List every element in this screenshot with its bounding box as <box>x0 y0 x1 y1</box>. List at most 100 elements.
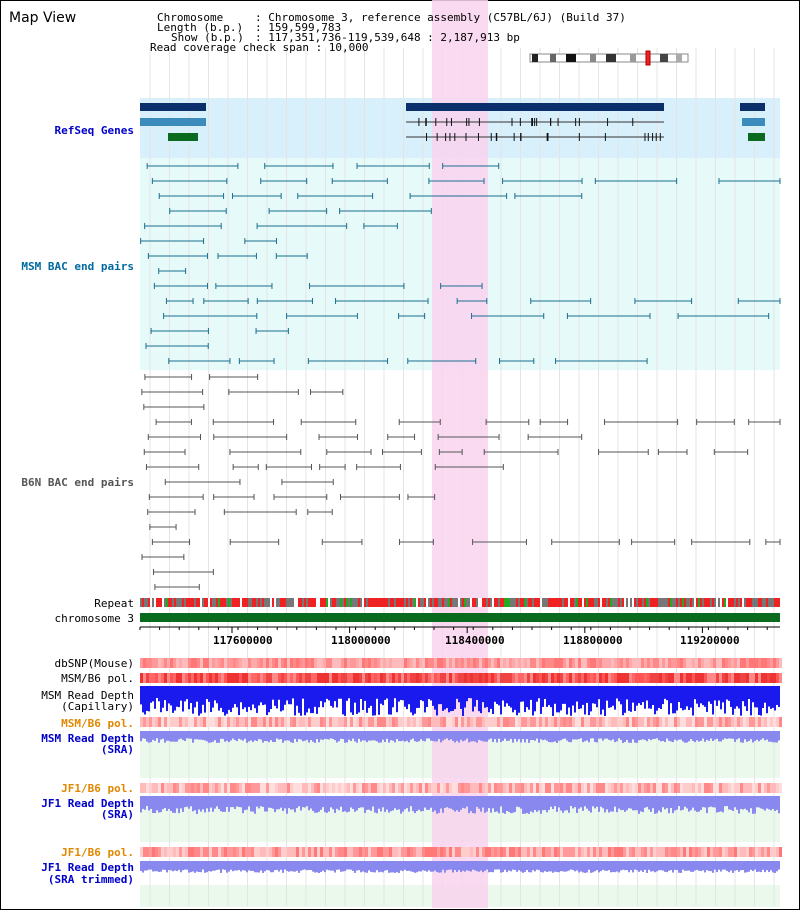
heat-cell <box>347 658 350 668</box>
heat-cell <box>749 658 752 668</box>
depth-bar <box>628 686 630 711</box>
depth-bar <box>380 861 382 872</box>
heat-cell <box>692 783 695 793</box>
depth-bar <box>644 861 646 870</box>
repeat-segment <box>490 598 492 607</box>
heat-cell <box>701 658 704 668</box>
depth-bar <box>390 796 392 812</box>
track-label-dbsnp[interactable]: dbSNP(Mouse) <box>54 657 134 670</box>
heat-cell <box>497 673 500 683</box>
track-label-jf1-pol-2[interactable]: JF1/B6 pol. <box>61 846 134 859</box>
track-label-jf1-trim-1[interactable]: JF1 Read Depth <box>41 861 134 874</box>
depth-bar <box>454 861 456 870</box>
depth-bar <box>548 731 550 743</box>
heat-cell <box>398 658 401 668</box>
heat-cell <box>143 847 146 857</box>
depth-bar <box>390 686 392 715</box>
depth-bar <box>372 731 374 741</box>
depth-bar <box>676 861 678 871</box>
heat-cell <box>425 658 428 668</box>
depth-bar <box>736 731 738 740</box>
depth-bar <box>546 796 548 813</box>
track-label-msm-bac[interactable]: MSM BAC end pairs <box>21 260 134 273</box>
depth-bar <box>280 731 282 740</box>
depth-bar <box>226 861 228 873</box>
heat-cell <box>659 658 662 668</box>
heat-cell <box>773 783 776 793</box>
depth-bar <box>704 731 706 742</box>
depth-bar <box>766 796 768 809</box>
heat-cell <box>458 673 461 683</box>
depth-bar <box>764 796 766 811</box>
repeat-segment <box>544 598 546 607</box>
track-label-msm-depth-sra-1[interactable]: MSM Read Depth <box>41 732 134 745</box>
repeat-segment <box>158 598 160 607</box>
heat-cell <box>524 717 527 727</box>
track-label-refseq[interactable]: RefSeq Genes <box>54 124 134 137</box>
track-label-msm-pol-2[interactable]: MSM/B6 pol. <box>61 717 134 730</box>
heat-cell <box>647 658 650 668</box>
heat-cell <box>641 717 644 727</box>
heat-cell <box>317 783 320 793</box>
repeat-segment <box>572 598 574 607</box>
depth-bar <box>596 731 598 743</box>
heat-cell <box>755 847 758 857</box>
depth-bar <box>162 686 164 708</box>
depth-bar <box>312 796 314 811</box>
depth-bar <box>484 686 486 708</box>
heat-cell <box>656 658 659 668</box>
depth-bar <box>672 686 674 714</box>
track-label-jf1-depth-1[interactable]: JF1 Read Depth <box>41 797 134 810</box>
heat-cell <box>266 673 269 683</box>
depth-bar <box>776 796 778 810</box>
repeat-segment <box>650 598 652 607</box>
heat-cell <box>746 847 749 857</box>
depth-bar <box>486 861 488 870</box>
track-label-msm-depth-cap-1[interactable]: MSM Read Depth <box>41 689 134 702</box>
depth-bar <box>436 686 438 716</box>
depth-bar <box>452 686 454 711</box>
depth-bar <box>738 861 740 872</box>
heat-cell <box>203 658 206 668</box>
depth-bar <box>210 686 212 712</box>
repeat-segment <box>238 598 240 607</box>
depth-bar <box>576 686 578 702</box>
depth-bar <box>188 861 190 873</box>
repeat-segment <box>292 598 294 607</box>
heat-cell <box>344 783 347 793</box>
depth-bar <box>638 861 640 872</box>
repeat-segment <box>562 598 564 607</box>
heat-cell <box>146 658 149 668</box>
heat-cell <box>161 847 164 857</box>
depth-bar <box>284 686 286 705</box>
depth-bar <box>676 731 678 741</box>
heat-cell <box>233 717 236 727</box>
depth-bar <box>734 686 736 709</box>
depth-bar <box>334 731 336 741</box>
depth-bar <box>478 731 480 740</box>
heat-cell <box>212 673 215 683</box>
depth-bar <box>310 861 312 870</box>
depth-bar <box>376 861 378 871</box>
repeat-segment <box>156 598 158 607</box>
track-label-msm-pol[interactable]: MSM/B6 pol. <box>61 672 134 685</box>
depth-bar <box>216 861 218 870</box>
depth-bar <box>184 731 186 741</box>
depth-bar <box>378 686 380 715</box>
heat-cell <box>188 783 191 793</box>
heat-cell <box>257 658 260 668</box>
track-label-jf1-pol[interactable]: JF1/B6 pol. <box>61 782 134 795</box>
depth-bar <box>292 796 294 810</box>
depth-bar <box>692 731 694 741</box>
depth-bar <box>352 686 354 715</box>
repeat-segment <box>356 598 358 607</box>
heat-cell <box>320 847 323 857</box>
depth-bar <box>396 686 398 713</box>
depth-bar <box>388 861 390 873</box>
depth-bar <box>764 686 766 703</box>
depth-bar <box>716 861 718 873</box>
track-label-b6n-bac[interactable]: B6N BAC end pairs <box>21 476 134 489</box>
heat-cell <box>308 847 311 857</box>
depth-bar <box>218 686 220 711</box>
